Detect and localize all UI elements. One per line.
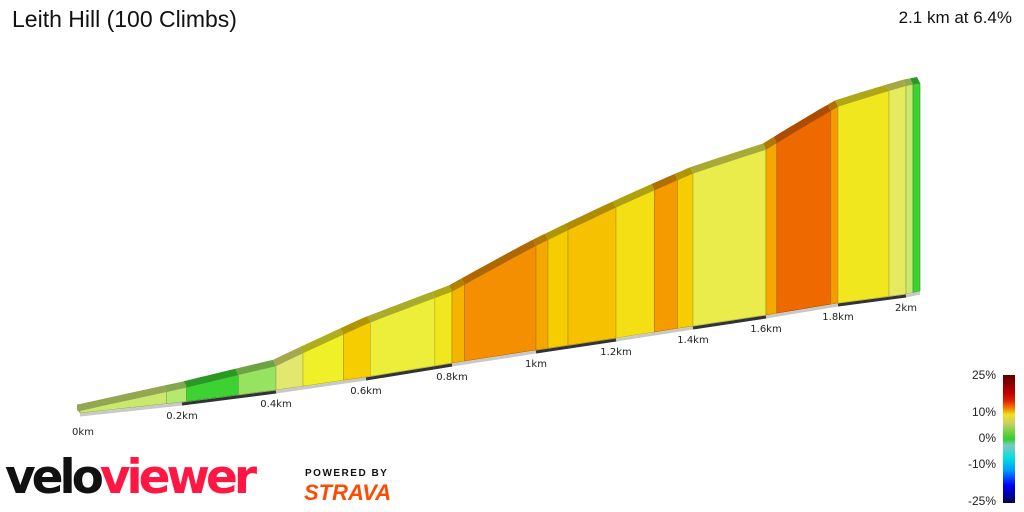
segment-top-face: [533, 233, 548, 246]
segment-top-face: [461, 239, 536, 285]
legend-label: -25%: [967, 494, 996, 508]
segment-top-face: [77, 385, 167, 411]
segment-top-face: [545, 223, 568, 240]
powered-by-label: POWERED BY: [305, 468, 389, 479]
x-tick-label: 0.4km: [260, 399, 291, 410]
segment-top-face: [431, 285, 452, 298]
x-tick-label: 1.6km: [750, 324, 781, 335]
x-tick-label: 1.2km: [600, 347, 631, 358]
x-tick-label: 2km: [895, 303, 917, 314]
gradient-segment: [547, 229, 569, 349]
segment-top-face: [449, 278, 465, 292]
gradient-segment: [434, 290, 453, 367]
gradient-segment: [654, 179, 678, 333]
gradient-segment: [677, 172, 694, 329]
segment-top-face: [690, 143, 766, 174]
segment-top-face: [183, 368, 239, 388]
gradient-segment: [451, 283, 465, 364]
x-tick-label: 1.8km: [822, 312, 853, 323]
gradient-segment: [830, 105, 839, 305]
gradient-segment: [888, 85, 907, 297]
gradient-segment: [905, 83, 914, 295]
segment-end-cap: [77, 403, 80, 413]
climb-title: Leith Hill (100 Climbs): [12, 6, 237, 32]
segment-top-face: [674, 167, 693, 180]
distance-band: [837, 294, 907, 307]
segment-top-face: [763, 136, 777, 150]
legend-label: 25%: [971, 368, 996, 382]
segment-top-face: [651, 173, 678, 191]
gradient-segment: [912, 82, 921, 293]
veloviewer-logo[interactable]: veloviewer: [5, 450, 257, 505]
climb-summary: 2.1 km at 6.4%: [898, 8, 1012, 27]
segment-top-face: [613, 184, 655, 208]
strava-logo[interactable]: STRAVA: [304, 480, 392, 505]
gradient-segment: [692, 149, 767, 327]
distance-band: [365, 363, 453, 381]
gradient-segment: [765, 142, 778, 316]
segment-top-face: [827, 100, 838, 111]
gradient-segment: [535, 239, 549, 351]
segment-top-face: [300, 328, 344, 354]
legend-label: 10%: [971, 405, 996, 419]
segment-top-face: [565, 201, 616, 230]
segment-top-face: [340, 316, 371, 335]
x-tick-label: 0.2km: [166, 411, 197, 422]
segment-top-face: [903, 78, 913, 86]
distance-band: [692, 315, 767, 330]
gradient-segment: [776, 110, 832, 314]
segment-top-face: [886, 79, 906, 91]
x-tick-label: 0km: [72, 427, 94, 438]
segment-top-face: [910, 77, 920, 85]
distance-band: [535, 338, 617, 354]
segment-top-face: [835, 84, 889, 107]
gradient-segment: [837, 90, 890, 304]
segment-top-face: [163, 381, 187, 392]
legend-label: 0%: [978, 431, 996, 445]
x-tick-label: 0.8km: [436, 372, 467, 383]
x-tick-label: 1km: [525, 359, 547, 370]
gradient-legend-bar: [1003, 375, 1015, 503]
segment-top-face: [367, 291, 435, 323]
gradient-segment: [567, 206, 617, 346]
segment-top-face: [273, 347, 303, 366]
x-tick-label: 0.6km: [350, 386, 381, 397]
x-tick-label: 1.4km: [677, 335, 708, 346]
segment-top-face: [773, 104, 831, 143]
distance-band: [181, 390, 277, 406]
gradient-segment: [615, 189, 655, 339]
segment-top-face: [235, 359, 276, 375]
legend-label: -10%: [967, 457, 996, 471]
